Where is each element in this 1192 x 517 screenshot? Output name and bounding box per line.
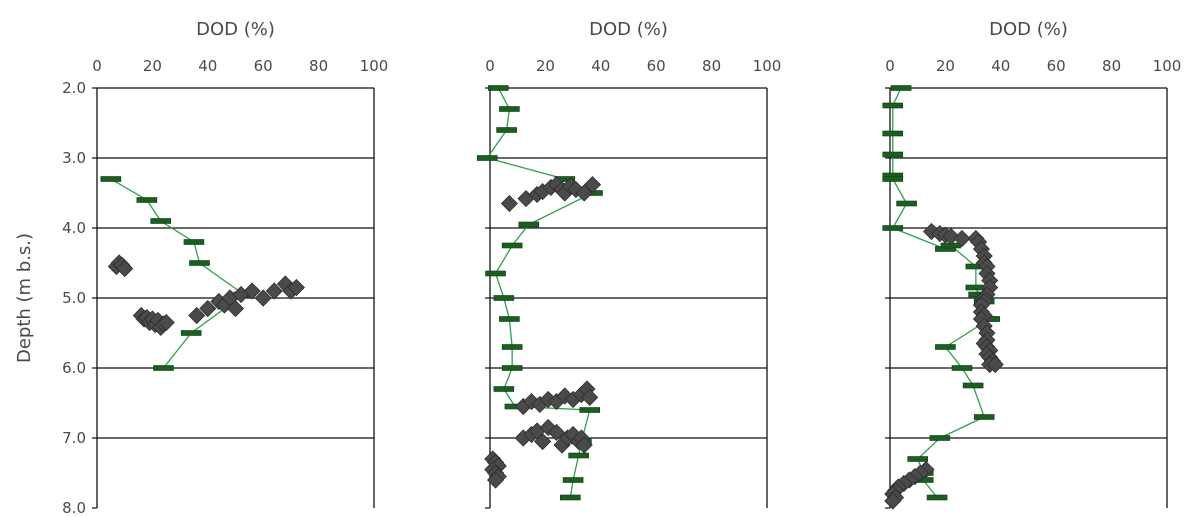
panel-1-x-tick-label: 80 bbox=[309, 57, 328, 75]
panel-3-x-tick-label: 100 bbox=[1153, 57, 1182, 75]
panel-1-data-point bbox=[188, 306, 206, 325]
panel-3-model-bar bbox=[896, 200, 917, 207]
panel-2-x-tick-label: 20 bbox=[536, 57, 555, 75]
panel-3-x-tick-label: 80 bbox=[1102, 57, 1121, 75]
panel-1-data-point bbox=[116, 260, 134, 278]
panel-1-x-tick-label: 0 bbox=[92, 57, 102, 75]
panel-3-model-bar bbox=[926, 494, 948, 501]
panel-3-model-bar bbox=[882, 225, 904, 231]
panel-1-x-tick-label: 40 bbox=[198, 57, 217, 75]
panel-2-data-point bbox=[583, 176, 602, 194]
panel-3-model-bar bbox=[907, 456, 929, 462]
panel-1-data-point bbox=[265, 282, 283, 300]
panel-1-y-tick-label: 4.0 bbox=[62, 219, 86, 237]
panel-2-data-point bbox=[547, 423, 566, 441]
panel-3-data-point bbox=[942, 227, 960, 245]
panel-1-data-point bbox=[287, 278, 306, 297]
panel-2-model-bar bbox=[493, 295, 515, 301]
panel-3-data-point bbox=[884, 492, 902, 510]
panel-2-data-point bbox=[575, 184, 593, 202]
panel-2-data-point bbox=[534, 432, 552, 451]
panel-2-x-tick-label: 60 bbox=[647, 57, 666, 75]
panel-2-data-point bbox=[500, 194, 518, 213]
panel-3-model-bar bbox=[890, 85, 912, 91]
panel-2-model-bar bbox=[560, 494, 581, 501]
panel-1-x-tick-label: 20 bbox=[143, 57, 162, 75]
panel-1-model-bar bbox=[153, 365, 174, 371]
panel-3-x-tick-label: 0 bbox=[885, 57, 895, 75]
panel-2-model-bar bbox=[501, 344, 523, 350]
panel-1-y-tick-label: 3.0 bbox=[62, 149, 86, 167]
panel-1-y-tick-label: 5.0 bbox=[62, 289, 86, 307]
panel-2-model-bar bbox=[568, 452, 589, 459]
panel-2-x-tick-label: 100 bbox=[753, 57, 782, 75]
panel-1-model-bar bbox=[189, 260, 210, 266]
panel-2-model-bar bbox=[476, 155, 498, 161]
panel-2-x-tick-label: 80 bbox=[702, 57, 721, 75]
panel-3-data-point bbox=[953, 229, 971, 248]
panel-3-model-bar bbox=[935, 344, 956, 350]
panel-3-model-bar bbox=[929, 435, 951, 441]
panel-2-model-bar bbox=[485, 270, 506, 277]
panel-2-data-point bbox=[486, 471, 505, 489]
panel-2-x-tick-label: 40 bbox=[591, 57, 610, 75]
panel-2-data-point bbox=[575, 436, 593, 454]
panel-3-data-point bbox=[986, 355, 1004, 374]
panel-1-y-tick-label: 7.0 bbox=[62, 429, 86, 447]
panel-3-model-bar bbox=[973, 414, 995, 420]
panel-1-data-point bbox=[243, 282, 261, 300]
panel-2-model-bar bbox=[493, 386, 515, 392]
panel-1-x-tick-label: 100 bbox=[360, 57, 389, 75]
panel-2-model-bar bbox=[496, 127, 517, 133]
panel-2-model-bar bbox=[501, 365, 523, 371]
panel-2-model-bar bbox=[562, 477, 584, 483]
panel-3-x-axis-title: DOD (%) bbox=[989, 19, 1068, 40]
panel-2-model-bar bbox=[499, 316, 520, 322]
panel-3-model-bar bbox=[882, 130, 904, 137]
panel-1-model-bar bbox=[100, 176, 122, 182]
panel-1-x-axis-title: DOD (%) bbox=[196, 19, 275, 40]
panel-3-x-tick-label: 40 bbox=[991, 57, 1010, 75]
panel-3-model-bar bbox=[882, 151, 904, 158]
panel-1-y-axis-title: Depth (m b.s.) bbox=[14, 233, 35, 363]
panel-2-data-point bbox=[581, 388, 599, 406]
panel-1-model-bar bbox=[150, 218, 172, 224]
panel-2-x-axis-title: DOD (%) bbox=[589, 19, 668, 40]
panel-3-model-bar bbox=[951, 365, 973, 371]
panel-3-model-bar bbox=[882, 102, 904, 109]
panel-1-model-bar bbox=[180, 330, 202, 336]
panel-1-model-line bbox=[110, 178, 245, 369]
panel-1-data-point bbox=[199, 299, 217, 318]
panel-1-y-tick-label: 2.0 bbox=[62, 79, 86, 97]
panel-3-x-tick-label: 20 bbox=[936, 57, 955, 75]
panel-1-data-point bbox=[157, 313, 175, 332]
panel-1-model-bar bbox=[183, 239, 205, 245]
panel-1-y-tick-label: 6.0 bbox=[62, 359, 86, 377]
panel-1-x-tick-label: 60 bbox=[254, 57, 273, 75]
panel-1-y-tick-label: 8.0 bbox=[62, 499, 86, 517]
panel-2-model-bar bbox=[501, 242, 523, 249]
panel-3-model-bar bbox=[882, 176, 904, 182]
panel-1-model-bar bbox=[136, 197, 158, 203]
panel-1-data-point bbox=[254, 289, 272, 307]
panel-2-model-bar bbox=[488, 85, 509, 91]
panel-3-x-tick-label: 60 bbox=[1047, 57, 1066, 75]
panel-1-data-point bbox=[226, 299, 245, 318]
panel-2-model-bar bbox=[579, 407, 601, 413]
panel-3-model-bar bbox=[962, 382, 984, 389]
panel-2-model-bar bbox=[518, 221, 540, 228]
panel-2-x-tick-label: 0 bbox=[485, 57, 495, 75]
panel-2-model-bar bbox=[499, 106, 520, 112]
